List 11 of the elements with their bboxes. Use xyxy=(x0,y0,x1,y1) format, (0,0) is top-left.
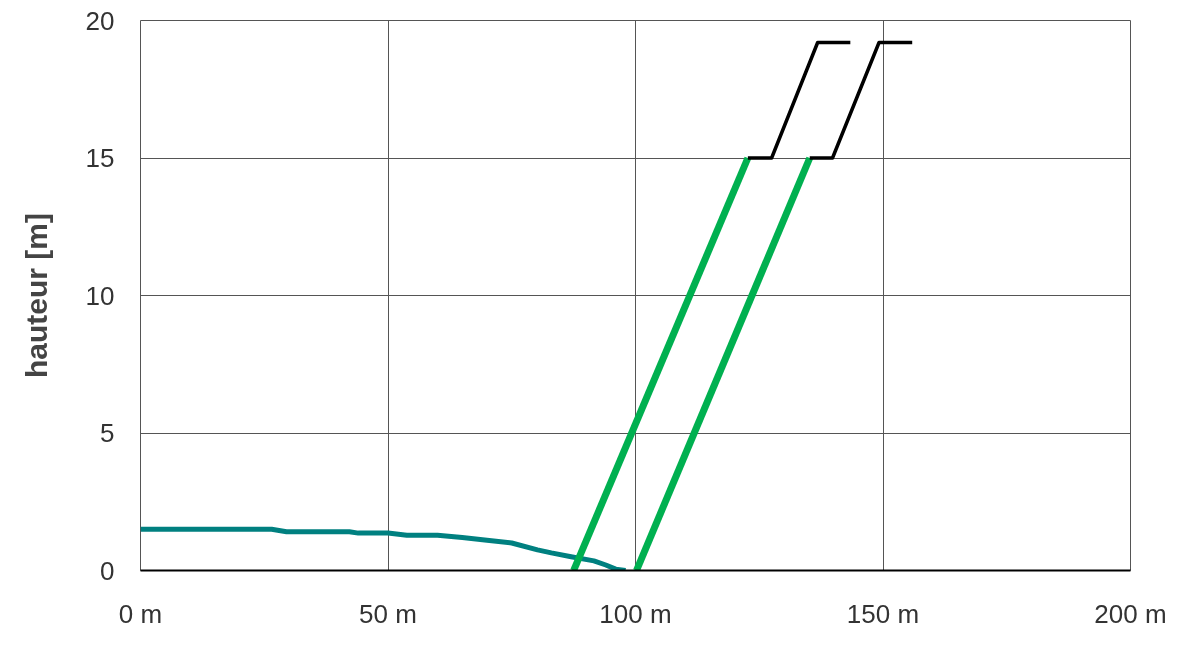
y-tick-label: 0 xyxy=(100,555,115,586)
y-tick-label: 5 xyxy=(100,418,115,448)
y-axis-title: hauteur [m] xyxy=(19,213,53,378)
x-tick-label: 100 m xyxy=(599,598,672,629)
x-tick-label: 0 m xyxy=(118,598,163,629)
x-tick-label: 200 m xyxy=(1094,598,1167,629)
y-tick-label: 10 xyxy=(85,280,115,311)
x-tick-label: 50 m xyxy=(359,598,417,629)
y-tick-label: 20 xyxy=(85,5,115,36)
y-tick-label: 15 xyxy=(85,143,115,173)
x-tick-label: 150 m xyxy=(846,598,920,629)
